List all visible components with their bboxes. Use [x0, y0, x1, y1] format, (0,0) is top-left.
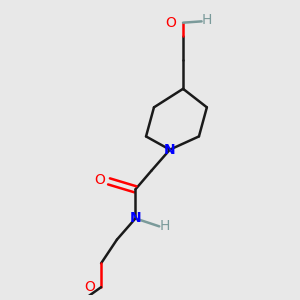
Text: H: H [160, 219, 170, 233]
Text: N: N [164, 142, 176, 157]
Text: O: O [94, 173, 105, 187]
Text: O: O [85, 280, 95, 294]
Text: N: N [130, 212, 141, 225]
Text: O: O [166, 16, 177, 30]
Text: H: H [202, 13, 212, 27]
